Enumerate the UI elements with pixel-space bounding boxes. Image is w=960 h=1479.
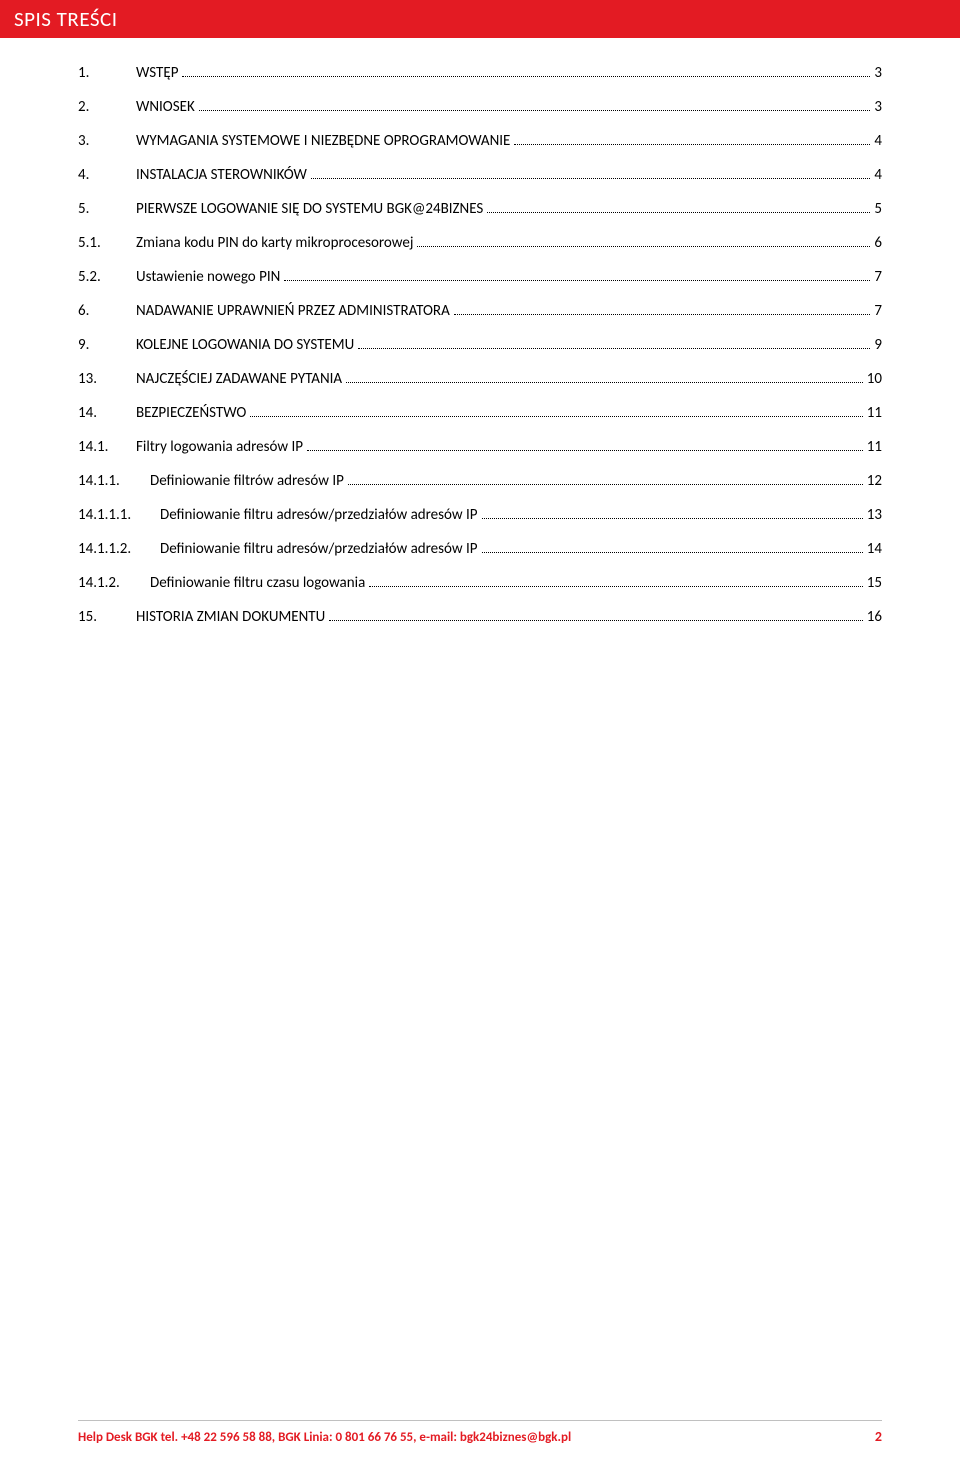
- toc-number: 13.: [78, 370, 136, 388]
- toc-page: 4: [874, 166, 882, 184]
- toc-title: Definiowanie filtrów adresów IP: [150, 472, 344, 490]
- toc-row[interactable]: 15.HISTORIA ZMIAN DOKUMENTU 16: [78, 608, 882, 626]
- toc-page: 7: [874, 268, 882, 286]
- toc-page: 12: [867, 472, 882, 490]
- toc-title: WNIOSEK: [136, 98, 195, 116]
- toc-row[interactable]: 14.1.1.Definiowanie filtrów adresów IP 12: [78, 472, 882, 490]
- page: SPIS TREŚCI 1.WSTĘP 3 2.WNIOSEK 3 3.WYMAGANI…: [0, 0, 960, 1479]
- toc-number: 14.1.: [78, 438, 136, 456]
- toc-row[interactable]: 2.WNIOSEK 3: [78, 98, 882, 116]
- toc-row[interactable]: 6.NADAWANIE UPRAWNIEŃ PRZEZ ADMINISTRATO…: [78, 302, 882, 320]
- toc-page: 11: [867, 438, 882, 456]
- toc-title: BEZPIECZEŃSTWO: [136, 404, 246, 422]
- toc-number: 5.1.: [78, 234, 136, 252]
- toc-row[interactable]: 13.NAJCZĘŚCIEJ ZADAWANE PYTANIA 10: [78, 370, 882, 388]
- toc-leader: [417, 246, 870, 247]
- toc-page: 11: [867, 404, 882, 422]
- toc-title: NAJCZĘŚCIEJ ZADAWANE PYTANIA: [136, 370, 342, 388]
- toc-leader: [182, 76, 870, 77]
- toc-row[interactable]: 5.2.Ustawienie nowego PIN 7: [78, 268, 882, 286]
- toc-number: 5.2.: [78, 268, 136, 286]
- toc-leader: [487, 212, 870, 213]
- toc-title: Definiowanie filtru adresów/przedziałów …: [160, 540, 478, 558]
- toc-title: WYMAGANIA SYSTEMOWE I NIEZBĘDNE OPROGRAM…: [136, 132, 510, 150]
- toc-row[interactable]: 1.WSTĘP 3: [78, 64, 882, 82]
- toc-title: Ustawienie nowego PIN: [136, 268, 280, 286]
- toc-leader: [284, 280, 870, 281]
- toc-title: HISTORIA ZMIAN DOKUMENTU: [136, 608, 325, 626]
- toc-leader: [514, 144, 870, 145]
- toc-number: 15.: [78, 608, 136, 626]
- toc-page: 10: [867, 370, 882, 388]
- toc-number: 14.1.1.: [78, 472, 150, 490]
- toc-page: 3: [874, 64, 882, 82]
- toc-page: 5: [874, 200, 882, 218]
- footer-text: Help Desk BGK tel. +48 22 596 58 88, BGK…: [78, 1430, 571, 1445]
- toc-leader: [311, 178, 871, 179]
- toc-leader: [199, 110, 871, 111]
- toc-leader: [358, 348, 870, 349]
- toc-title: PIERWSZE LOGOWANIE SIĘ DO SYSTEMU BGK@24…: [136, 200, 483, 218]
- toc-page: 13: [867, 506, 882, 524]
- toc-row[interactable]: 14.1.Filtry logowania adresów IP 11: [78, 438, 882, 456]
- footer-divider: [78, 1420, 882, 1421]
- toc-row[interactable]: 3.WYMAGANIA SYSTEMOWE I NIEZBĘDNE OPROGR…: [78, 132, 882, 150]
- toc-row[interactable]: 14.1.2.Definiowanie filtru czasu logowan…: [78, 574, 882, 592]
- toc-number: 4.: [78, 166, 136, 184]
- footer: Help Desk BGK tel. +48 22 596 58 88, BGK…: [78, 1428, 882, 1445]
- toc-title: WSTĘP: [136, 64, 178, 82]
- toc-page: 14: [867, 540, 882, 558]
- toc-title: Definiowanie filtru adresów/przedziałów …: [160, 506, 478, 524]
- toc-number: 9.: [78, 336, 136, 354]
- toc-title: NADAWANIE UPRAWNIEŃ PRZEZ ADMINISTRATORA: [136, 302, 450, 320]
- toc-page: 4: [874, 132, 882, 150]
- toc-number: 14.1.1.1.: [78, 506, 160, 524]
- toc-number: 14.1.2.: [78, 574, 150, 592]
- toc-row[interactable]: 14.BEZPIECZEŃSTWO 11: [78, 404, 882, 422]
- toc-title: INSTALACJA STEROWNIKÓW: [136, 166, 307, 184]
- page-number: 2: [875, 1428, 882, 1445]
- toc-number: 1.: [78, 64, 136, 82]
- toc-row[interactable]: 14.1.1.1.Definiowanie filtru adresów/prz…: [78, 506, 882, 524]
- toc-leader: [482, 518, 863, 519]
- toc-row[interactable]: 5.PIERWSZE LOGOWANIE SIĘ DO SYSTEMU BGK@…: [78, 200, 882, 218]
- toc-number: 6.: [78, 302, 136, 320]
- toc-leader: [329, 620, 863, 621]
- header-title: SPIS TREŚCI: [14, 6, 118, 32]
- toc-leader: [482, 552, 863, 553]
- toc-page: 16: [867, 608, 882, 626]
- toc-leader: [369, 586, 863, 587]
- toc-row[interactable]: 14.1.1.2.Definiowanie filtru adresów/prz…: [78, 540, 882, 558]
- toc-page: 6: [874, 234, 882, 252]
- toc-title: KOLEJNE LOGOWANIA DO SYSTEMU: [136, 336, 354, 354]
- toc-leader: [346, 382, 863, 383]
- toc-title: Definiowanie filtru czasu logowania: [150, 574, 365, 592]
- toc-leader: [250, 416, 862, 417]
- toc-number: 2.: [78, 98, 136, 116]
- toc-number: 5.: [78, 200, 136, 218]
- toc-row[interactable]: 5.1.Zmiana kodu PIN do karty mikroproces…: [78, 234, 882, 252]
- toc-title: Filtry logowania adresów IP: [136, 438, 303, 456]
- toc-number: 14.: [78, 404, 136, 422]
- toc-leader: [348, 484, 863, 485]
- toc-number: 14.1.1.2.: [78, 540, 160, 558]
- toc-title: Zmiana kodu PIN do karty mikroprocesorow…: [136, 234, 413, 252]
- toc-page: 9: [874, 336, 882, 354]
- toc-page: 7: [874, 302, 882, 320]
- toc-row[interactable]: 9.KOLEJNE LOGOWANIA DO SYSTEMU 9: [78, 336, 882, 354]
- header-bar: SPIS TREŚCI: [0, 0, 960, 38]
- toc-number: 3.: [78, 132, 136, 150]
- toc-leader: [307, 450, 863, 451]
- toc-page: 3: [874, 98, 882, 116]
- toc-container: 1.WSTĘP 3 2.WNIOSEK 3 3.WYMAGANIA SYSTEMOWE …: [78, 64, 882, 642]
- toc-row[interactable]: 4.INSTALACJA STEROWNIKÓW 4: [78, 166, 882, 184]
- toc-page: 15: [867, 574, 882, 592]
- toc-leader: [454, 314, 871, 315]
